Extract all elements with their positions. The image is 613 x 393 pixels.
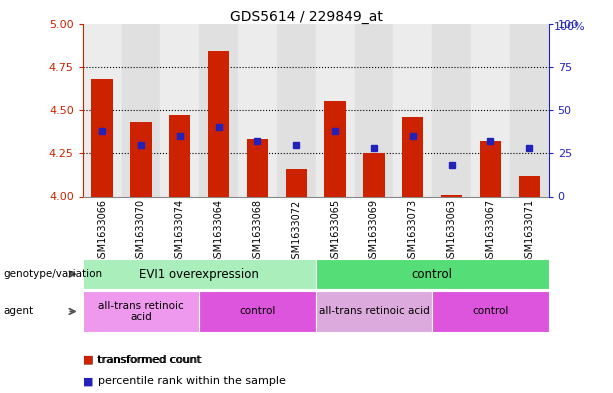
Bar [471,24,510,196]
Text: ■: ■ [83,376,93,386]
Bar [91,79,113,196]
Bar [131,122,151,196]
Bar [286,169,307,196]
Bar [354,24,394,196]
Bar [83,291,199,332]
Bar [121,24,161,196]
Bar [510,24,549,196]
Bar [199,24,238,196]
Text: percentile rank within the sample: percentile rank within the sample [98,376,286,386]
Bar [208,51,229,196]
Text: 100%: 100% [554,22,586,32]
Bar [169,115,191,196]
Bar [277,24,316,196]
Text: agent: agent [3,307,33,316]
Bar [83,259,316,289]
Bar [480,141,501,196]
Bar [316,24,354,196]
Bar [441,195,462,196]
Bar [161,24,199,196]
Text: transformed count: transformed count [98,354,202,365]
Bar [432,291,549,332]
Bar [83,24,121,196]
Text: ■: ■ [83,354,93,365]
Text: GDS5614 / 229849_at: GDS5614 / 229849_at [230,10,383,24]
Bar [519,176,540,196]
Text: control: control [472,307,509,316]
Bar [324,101,346,196]
Text: control: control [239,307,276,316]
Bar [316,259,549,289]
Text: all-trans retinoic acid: all-trans retinoic acid [319,307,429,316]
Text: control: control [412,268,452,281]
Bar [238,24,277,196]
Bar [394,24,432,196]
Text: EVI1 overexpression: EVI1 overexpression [139,268,259,281]
Bar [432,24,471,196]
Text: all-trans retinoic
acid: all-trans retinoic acid [98,301,184,322]
Bar [364,153,384,196]
Bar [402,117,424,196]
Bar [199,291,316,332]
Bar [316,291,432,332]
Text: ■ transformed count: ■ transformed count [83,354,200,365]
Bar [247,140,268,196]
Text: genotype/variation: genotype/variation [3,269,102,279]
